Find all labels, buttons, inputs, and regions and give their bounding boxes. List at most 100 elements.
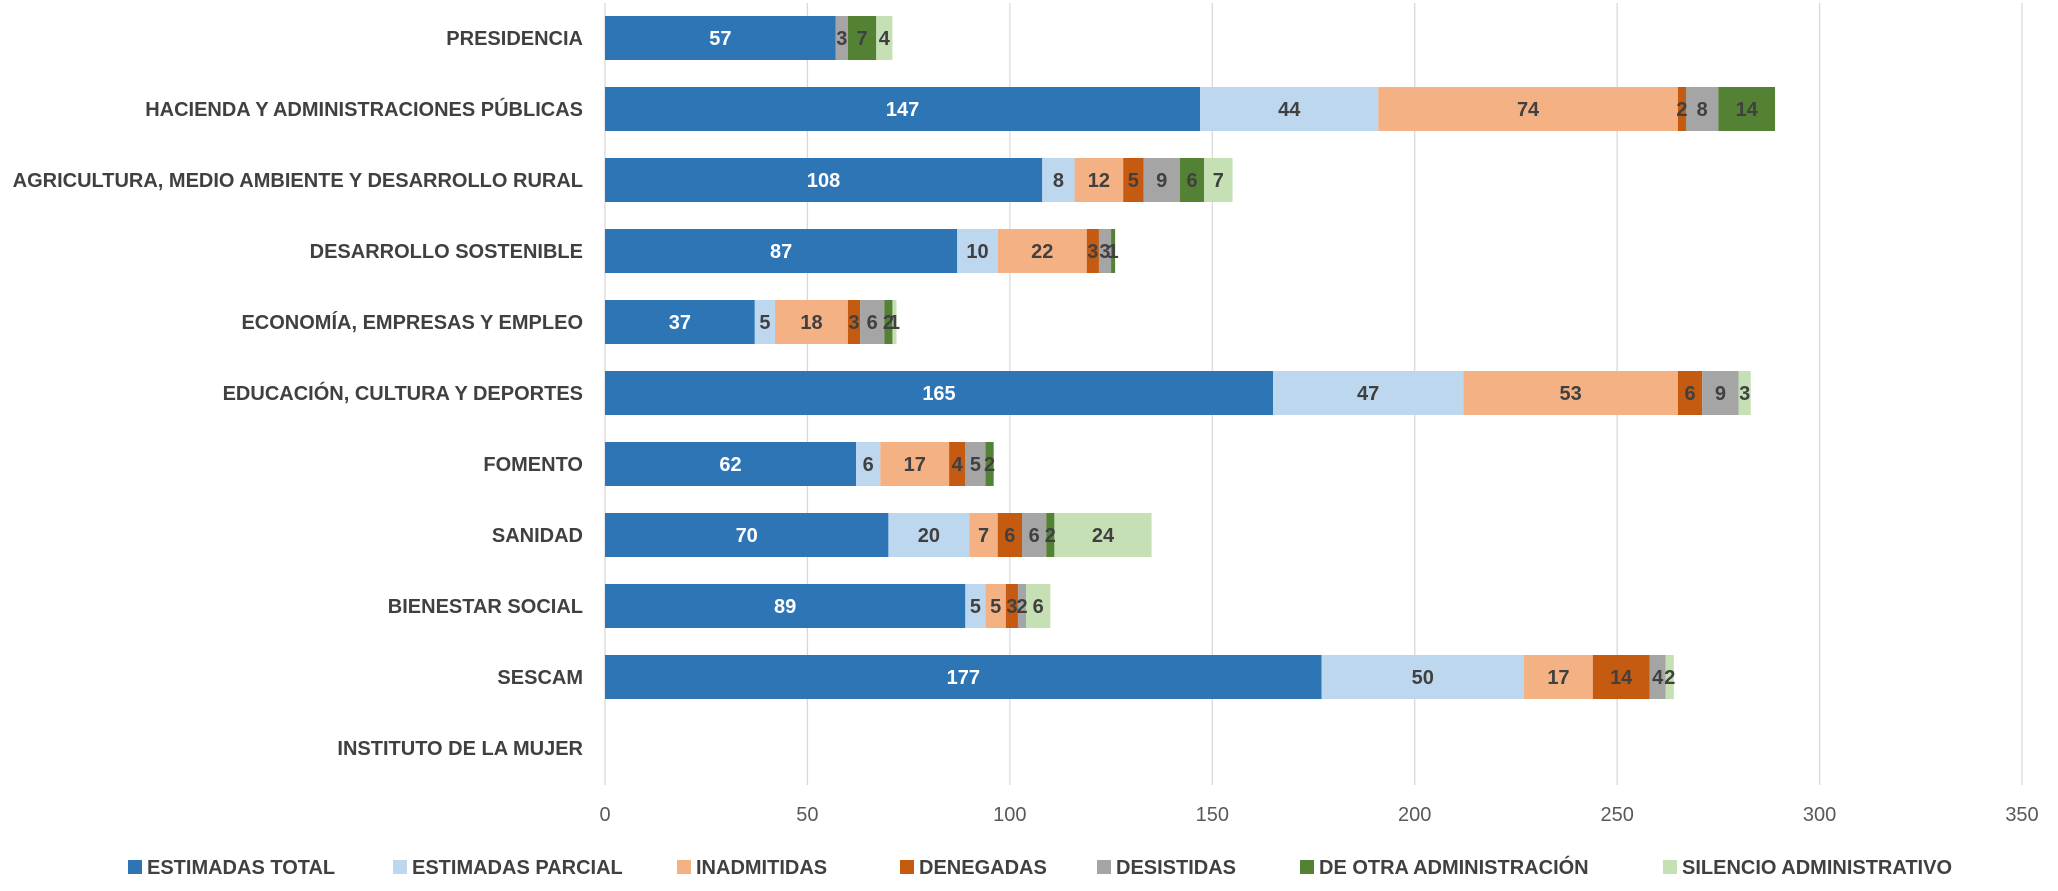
data-label: 2	[1045, 525, 1056, 547]
data-label: 37	[669, 312, 691, 334]
legend-swatch	[677, 860, 691, 874]
bar-segment	[847, 16, 877, 60]
bar-segment	[1022, 513, 1047, 557]
bar-segment	[1074, 158, 1124, 202]
data-label: 6	[867, 312, 878, 334]
data-label: 12	[1088, 170, 1110, 192]
x-tick-label: 350	[2005, 804, 2038, 826]
data-label: 62	[719, 454, 741, 476]
data-label: 4	[1652, 667, 1664, 689]
data-label: 1	[1108, 241, 1119, 263]
bar-segment	[985, 584, 1006, 628]
data-label: 20	[918, 525, 940, 547]
bar-segment	[1718, 87, 1776, 131]
category-label: INSTITUTO DE LA MUJER	[337, 738, 583, 760]
bar-segment	[1677, 87, 1686, 131]
data-label: 5	[970, 454, 981, 476]
data-label: 57	[709, 28, 731, 50]
legend-label: DE OTRA ADMINISTRACIÓN	[1319, 855, 1589, 879]
data-label: 5	[1128, 170, 1139, 192]
bar-segment	[1677, 371, 1703, 415]
data-label: 3	[1006, 596, 1017, 618]
bar-segment	[847, 300, 861, 344]
data-label: 4	[952, 454, 964, 476]
data-label: 2	[1676, 99, 1687, 121]
legend: ESTIMADAS TOTAL ESTIMADAS PARCIAL INADMITI…	[128, 855, 1952, 879]
bar-segment	[892, 300, 897, 344]
legend-label: INADMITIDAS	[696, 857, 827, 879]
bar-segment	[876, 16, 893, 60]
data-label: 44	[1278, 99, 1301, 121]
bar-segment	[605, 513, 889, 557]
legend-swatch	[900, 860, 914, 874]
category-label: BIENESTAR SOCIAL	[388, 596, 583, 618]
bar-segment	[1086, 229, 1099, 273]
data-label: 17	[904, 454, 926, 476]
legend-swatch	[1097, 860, 1111, 874]
data-label: 8	[1053, 170, 1064, 192]
bar-segment	[888, 513, 970, 557]
x-tick-label: 100	[993, 804, 1026, 826]
x-tick-label: 0	[599, 804, 610, 826]
data-label: 50	[1412, 667, 1434, 689]
data-label: 3	[836, 28, 847, 50]
data-label: 14	[1610, 667, 1633, 689]
data-label: 3	[848, 312, 859, 334]
data-label: 3	[1739, 383, 1750, 405]
data-label: 7	[857, 28, 868, 50]
data-label: 7	[978, 525, 989, 547]
bar-segment	[1054, 513, 1152, 557]
data-label: 9	[1156, 170, 1167, 192]
bar-segment	[985, 442, 994, 486]
category-label: AGRICULTURA, MEDIO AMBIENTE Y DESARROLLO…	[13, 170, 583, 192]
data-label: 6	[1029, 525, 1040, 547]
bar-segment	[856, 442, 881, 486]
x-tick-label: 300	[1803, 804, 1836, 826]
bar-segment	[605, 16, 836, 60]
bar-segment	[1123, 158, 1144, 202]
data-label: 17	[1547, 667, 1569, 689]
category-labels: PRESIDENCIA HACIENDA Y ADMINISTRACIONES P…	[13, 28, 584, 760]
bar-segment	[1042, 158, 1075, 202]
bar-segment	[605, 300, 755, 344]
x-tick-label: 50	[796, 804, 818, 826]
bar-segment	[605, 442, 857, 486]
legend-swatch	[128, 860, 142, 874]
category-label: SESCAM	[497, 667, 583, 689]
data-label: 6	[1186, 170, 1197, 192]
data-label: 165	[922, 383, 955, 405]
data-label: 2	[984, 454, 995, 476]
category-label: ECONOMÍA, EMPRESAS Y EMPLEO	[241, 311, 583, 334]
bar-segment	[1685, 87, 1719, 131]
legend-label: DESISTIDAS	[1116, 857, 1236, 879]
bar-segment	[880, 442, 950, 486]
data-label: 177	[947, 667, 980, 689]
bar-segment	[1273, 371, 1464, 415]
bar-segment	[1179, 158, 1205, 202]
legend-swatch	[1300, 860, 1314, 874]
category-label: EDUCACIÓN, CULTURA Y DEPORTES	[223, 381, 583, 405]
data-label: 2	[1016, 596, 1027, 618]
data-label: 2	[1664, 667, 1675, 689]
data-label: 5	[970, 596, 981, 618]
data-label: 47	[1357, 383, 1379, 405]
bar-segment	[1321, 655, 1525, 699]
bar-segment	[1702, 371, 1739, 415]
data-label: 89	[774, 596, 796, 618]
data-label: 5	[759, 312, 770, 334]
bar-segment	[1026, 584, 1051, 628]
data-label: 6	[863, 454, 874, 476]
bar-segment	[1046, 513, 1055, 557]
bar-segment	[775, 300, 848, 344]
legend-swatch	[393, 860, 407, 874]
bar-segment	[605, 655, 1322, 699]
bar-segment	[997, 229, 1087, 273]
data-label: 6	[1033, 596, 1044, 618]
data-label: 3	[1099, 241, 1110, 263]
data-label: 53	[1559, 383, 1581, 405]
bar-segment	[605, 87, 1201, 131]
bar-segment	[1665, 655, 1674, 699]
data-label: 7	[1213, 170, 1224, 192]
